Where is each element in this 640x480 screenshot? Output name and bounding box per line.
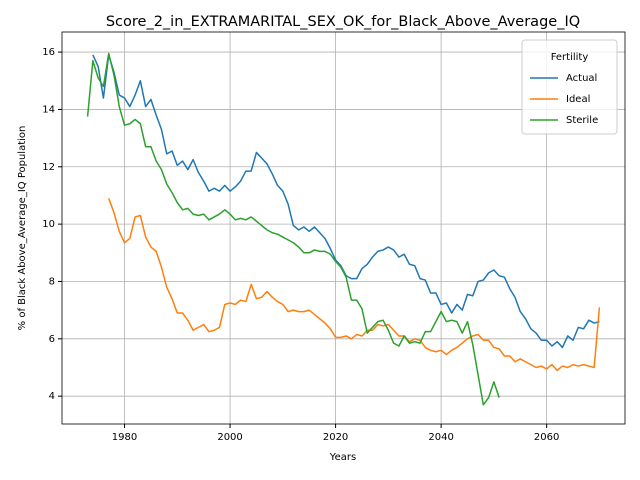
legend-label: Actual — [566, 73, 597, 84]
y-axis-label: % of Black Above_Average_IQ Population — [17, 126, 28, 331]
legend-label: Sterile — [566, 115, 598, 126]
y-tick-label: 16 — [42, 47, 55, 58]
y-tick-label: 14 — [42, 104, 55, 115]
x-tick-label: 2020 — [323, 432, 348, 443]
y-tick-label: 6 — [49, 334, 55, 345]
x-tick-label: 2060 — [534, 432, 559, 443]
x-tick-label: 1980 — [112, 432, 137, 443]
legend-title: Fertility — [551, 52, 589, 63]
chart-title: Score_2_in_EXTRAMARITAL_SEX_OK_for_Black… — [106, 14, 580, 30]
y-tick-label: 12 — [42, 162, 55, 173]
plot-frame — [61, 31, 626, 425]
x-tick-label: 2000 — [217, 432, 242, 443]
series-line — [107, 198, 601, 372]
y-tick-label: 4 — [49, 391, 55, 402]
y-tick-label: 10 — [42, 219, 55, 230]
legend-label: Ideal — [566, 94, 590, 105]
series-line — [86, 52, 500, 406]
x-axis-label: Years — [329, 452, 356, 463]
x-tick-label: 2040 — [428, 432, 453, 443]
y-tick-label: 8 — [49, 276, 55, 287]
legend-box — [521, 39, 618, 135]
